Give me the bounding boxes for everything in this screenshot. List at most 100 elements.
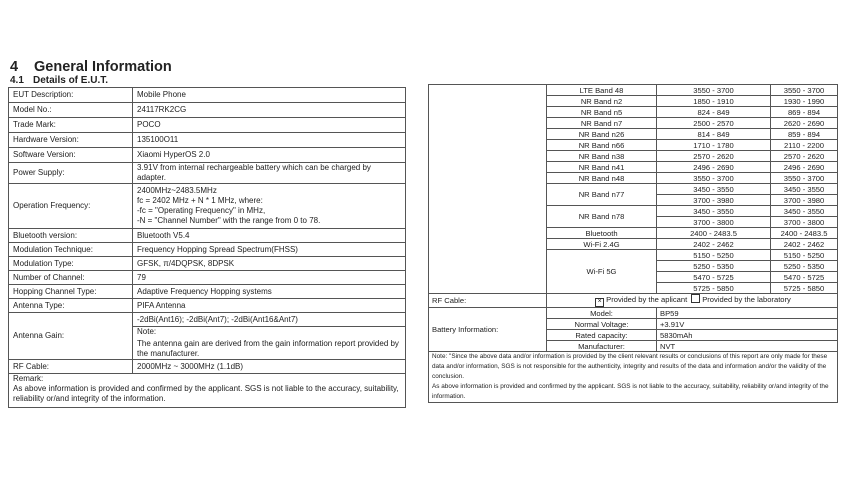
section-title: 4.1 Details of E.U.T. xyxy=(10,75,109,86)
band-row: NR Band n41 2496 - 2690 2496 - 2690 xyxy=(429,161,838,173)
note-text: Note: "Since the above data and/or infor… xyxy=(432,353,828,380)
table-row: Hardware Version: 135100O11 xyxy=(8,132,406,148)
uplink-range: 824 - 849 xyxy=(656,106,771,118)
band-name: NR Band n7 xyxy=(546,117,657,129)
battery-key: Rated capacity: xyxy=(546,329,657,341)
band-row: NR Band n48 3550 - 3700 3550 - 3700 xyxy=(429,172,838,184)
rf-cable-options: × Provided by the aplicant Provided by the… xyxy=(546,293,838,308)
field-value: Frequency Hopping Spread Spectrum(FHSS) xyxy=(132,242,406,257)
uplink-range: 5250 - 5350 xyxy=(656,260,771,272)
field-value: GFSK, π/4DQPSK, 8DPSK xyxy=(132,256,406,271)
field-value: POCO xyxy=(132,117,406,133)
remark-title: Remark: xyxy=(13,374,44,384)
battery-value: +3.91V xyxy=(656,318,838,330)
rf-cable-row: RF Cable: × Provided by the aplicant Provid… xyxy=(428,293,838,308)
field-value: Bluetooth V5.4 xyxy=(132,228,406,243)
table-row: EUT Description: Mobile Phone xyxy=(8,87,406,103)
checkbox-applicant[interactable]: × xyxy=(595,298,605,307)
band-name: NR Band n77 xyxy=(546,183,657,206)
band-name: NR Band n26 xyxy=(546,128,657,140)
downlink-range: 5725 - 5850 xyxy=(770,282,838,294)
battery-label: Battery Information: xyxy=(428,307,547,352)
field-label: Modulation Type: xyxy=(8,256,133,271)
field-note: Note: The antenna gain are derived from t… xyxy=(132,326,406,360)
field-label: Operation Frequency: xyxy=(8,183,133,229)
band-name: Wi-Fi 5G xyxy=(546,249,657,294)
band-name: NR Band n48 xyxy=(546,172,657,184)
remark: Remark: As above information is provided … xyxy=(8,373,406,408)
field-value: 2400MHz~2483.5MHz fc = 2402 MHz + N * 1 M… xyxy=(132,183,406,229)
band-name: NR Band n41 xyxy=(546,161,657,173)
rf-cable-label: RF Cable: xyxy=(428,293,547,308)
value-line: -N = "Channel Number" with the range fro… xyxy=(137,216,321,225)
downlink-range: 2110 - 2200 xyxy=(770,139,838,151)
table-row: Modulation Technique: Frequency Hopping S… xyxy=(8,242,406,257)
battery-row: Battery Information: Model: BP59 xyxy=(428,307,838,352)
band-row: Wi-Fi 2.4G 2402 - 2462 2402 - 2462 xyxy=(429,238,838,250)
uplink-range: 5150 - 5250 xyxy=(656,249,771,261)
value-line: fc = 2402 MHz + N * 1 MHz, where: xyxy=(137,196,263,205)
downlink-range: 3700 - 3800 xyxy=(770,216,838,228)
table-row: Hopping Channel Type: Adaptive Frequency … xyxy=(8,284,406,299)
field-label: Power Supply: xyxy=(8,162,133,184)
field-value: Xiaomi HyperOS 2.0 xyxy=(132,147,406,163)
table-row: Note: The antenna gain are derived from t… xyxy=(9,326,406,360)
frequency-bands-table: LTE Band 48 3550 - 3700 3550 - 3700 NR Band… xyxy=(428,84,838,403)
downlink-range: 1930 - 1990 xyxy=(770,95,838,107)
field-label: RF Cable: xyxy=(8,359,133,374)
downlink-range: 3450 - 3550 xyxy=(770,205,838,217)
band-row: NR Band n77 3450 - 3550 3450 - 3550 xyxy=(429,183,838,206)
table-row: Operation Frequency: 2400MHz~2483.5MHz fc … xyxy=(8,183,406,229)
field-value: 135100O11 xyxy=(132,132,406,148)
value-line: 2400MHz~2483.5MHz xyxy=(137,186,217,195)
note-text-2: As above information is provided and con… xyxy=(432,383,829,400)
uplink-range: 3550 - 3700 xyxy=(656,84,771,96)
note-title: Note: xyxy=(137,327,157,337)
battery-value: BP59 xyxy=(656,307,838,319)
table-row: Number of Channel: 79 xyxy=(8,270,406,285)
uplink-range: 814 - 849 xyxy=(656,128,771,140)
downlink-range: 2402 - 2462 xyxy=(770,238,838,250)
downlink-range: 3550 - 3700 xyxy=(770,84,838,96)
uplink-range: 2402 - 2462 xyxy=(656,238,771,250)
page-title: 4 General Information xyxy=(10,59,172,75)
uplink-range: 1850 - 1910 xyxy=(656,95,771,107)
band-name: NR Band n38 xyxy=(546,150,657,162)
note-text: The antenna gain are derived from the ga… xyxy=(137,339,399,358)
field-value: 2000MHz ~ 3000MHz (1.1dB) xyxy=(132,359,406,374)
uplink-range: 3450 - 3550 xyxy=(656,183,771,195)
field-label: Trade Mark: xyxy=(8,117,133,133)
field-label: Antenna Gain: xyxy=(8,312,133,360)
downlink-range: 5150 - 5250 xyxy=(770,249,838,261)
downlink-range: 2496 - 2690 xyxy=(770,161,838,173)
battery-key: Manufacturer: xyxy=(546,340,657,352)
downlink-range: 869 - 894 xyxy=(770,106,838,118)
downlink-range: 3550 - 3700 xyxy=(770,172,838,184)
downlink-range: 2400 - 2483.5 xyxy=(770,227,838,239)
battery-value: 5830mAh xyxy=(656,329,838,341)
checkbox-laboratory[interactable] xyxy=(691,294,701,303)
uplink-range: 3700 - 3980 xyxy=(656,194,771,206)
field-value: -2dBi(Ant16); -2dBi(Ant7); -2dBi(Ant16&A… xyxy=(132,312,406,327)
empty-label-cell xyxy=(428,84,547,294)
field-value: Mobile Phone xyxy=(132,87,406,103)
band-row: 5725 - 5850 5725 - 5850 xyxy=(429,282,838,294)
band-name: Bluetooth xyxy=(546,227,657,239)
battery-key: Normal Voltage: xyxy=(546,318,657,330)
table-row: Model No.: 24117RK2CG xyxy=(8,102,406,118)
band-name: NR Band n78 xyxy=(546,205,657,228)
band-row: LTE Band 48 3550 - 3700 3550 - 3700 xyxy=(428,84,838,294)
field-label: EUT Description: xyxy=(8,87,133,103)
uplink-range: 3700 - 3800 xyxy=(656,216,771,228)
field-value: 24117RK2CG xyxy=(132,102,406,118)
band-name: Wi-Fi 2.4G xyxy=(546,238,657,250)
value-line: -fc = "Operating Frequency" in MHz, xyxy=(137,206,266,215)
uplink-range: 5725 - 5850 xyxy=(656,282,771,294)
eut-details-table: EUT Description: Mobile Phone Model No.: 24… xyxy=(8,87,406,408)
band-row: NR Band n26 814 - 849 859 - 894 xyxy=(429,128,838,140)
downlink-range: 2620 - 2690 xyxy=(770,117,838,129)
note: Note: "Since the above data and/or infor… xyxy=(428,351,838,403)
uplink-range: 2400 - 2483.5 xyxy=(656,227,771,239)
field-label: Bluetooth version: xyxy=(8,228,133,243)
table-row: RF Cable: 2000MHz ~ 3000MHz (1.1dB) xyxy=(8,359,406,374)
